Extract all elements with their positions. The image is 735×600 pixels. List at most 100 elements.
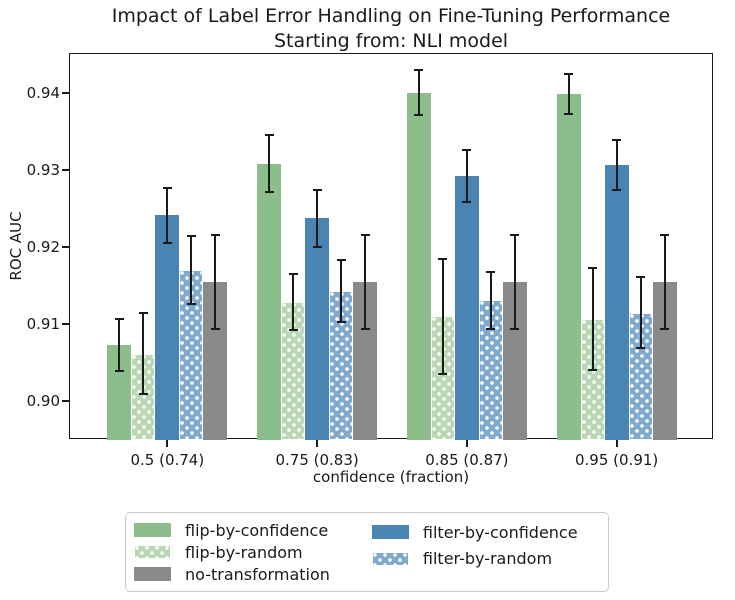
error-bar-cap-bottom: [612, 188, 622, 191]
error-bar-cap-top: [264, 134, 274, 137]
error-bar-cap-top: [564, 73, 574, 76]
error-bar-cap-bottom: [438, 372, 448, 375]
error-bar-no-transformation: [663, 234, 666, 329]
error-bar-cap-bottom: [660, 327, 670, 330]
bar-flip-by-confidence: [556, 94, 581, 440]
error-bar-flip-by-random: [142, 312, 145, 395]
y-tick-mark: [61, 168, 69, 171]
error-bar-filter-by-random: [340, 260, 343, 322]
error-bar-cap-bottom: [264, 191, 274, 194]
x-axis-label: confidence (fraction): [312, 468, 470, 486]
legend-swatch-filter-by-confidence: [371, 525, 409, 540]
error-bar-cap-bottom: [186, 303, 196, 306]
error-bar-cap-top: [588, 266, 598, 269]
bar-flip-by-random: [580, 318, 605, 440]
x-tick-label: 0.95 (0.91): [575, 451, 659, 469]
legend-label-filter-by-confidence: filter-by-confidence: [422, 522, 578, 542]
legend-swatch-flip-by-random: [134, 545, 171, 559]
error-bar-flip-by-confidence: [417, 70, 420, 115]
y-tick-label: 0.91: [26, 315, 60, 334]
error-bar-cap-top: [360, 233, 370, 236]
error-bar-flip-by-random: [591, 267, 594, 370]
bar-filter-by-confidence: [604, 165, 629, 440]
y-tick-mark: [61, 400, 69, 403]
error-bar-cap-top: [636, 276, 646, 279]
legend-label-flip-by-confidence: flip-by-confidence: [185, 520, 329, 540]
error-bar-cap-top: [162, 186, 172, 189]
error-bar-cap-top: [312, 188, 322, 191]
error-bar-flip-by-random: [441, 259, 444, 374]
x-tick-mark: [166, 440, 169, 447]
legend-swatch-no-transformation: [134, 567, 171, 581]
error-bar-cap-bottom: [414, 113, 424, 116]
error-bar-cap-top: [138, 311, 148, 314]
x-tick-mark: [465, 440, 468, 447]
x-tick-label: 0.5 (0.74): [130, 451, 205, 469]
error-bar-filter-by-random: [489, 271, 492, 329]
error-bar-cap-top: [288, 273, 298, 276]
error-bar-cap-bottom: [288, 328, 298, 331]
legend-column: flip-by-confidence flip-by-random no-trans…: [134, 519, 330, 585]
plot-area: 0.90 0.91 0.92 0.93 0.94 0.5 (0.74) 0.75 (0.83…: [27, 53, 713, 469]
legend-label-flip-by-random: flip-by-random: [185, 542, 303, 562]
error-bar-cap-top: [510, 233, 520, 236]
error-bar-cap-top: [210, 233, 220, 236]
legend-item-flip-by-confidence: flip-by-confidence: [134, 519, 330, 541]
y-tick-label: 0.94: [26, 83, 60, 102]
legend-column: filter-by-confidence filter-by-random: [371, 519, 578, 585]
y-tick-mark: [61, 323, 69, 326]
error-bar-cap-top: [438, 258, 448, 261]
error-bar-cap-bottom: [114, 370, 124, 373]
error-bar-cap-bottom: [162, 242, 172, 245]
legend: flip-by-confidence flip-by-random no-trans…: [125, 512, 609, 592]
error-bar-cap-bottom: [564, 113, 574, 116]
error-bar-flip-by-confidence: [268, 135, 271, 193]
error-bar-cap-bottom: [312, 246, 322, 248]
legend-label-no-transformation: no-transformation: [185, 564, 330, 584]
bar-flip-by-confidence: [406, 92, 431, 440]
bar-flip-by-random: [281, 301, 306, 440]
error-bar-cap-bottom: [588, 368, 598, 371]
error-bar-filter-by-confidence: [615, 140, 618, 190]
error-bar-cap-bottom: [510, 327, 520, 330]
error-bar-filter-by-random: [190, 236, 193, 305]
y-tick-label: 0.92: [26, 238, 60, 256]
bar-flip-by-confidence: [257, 163, 282, 440]
error-bar-flip-by-confidence: [567, 74, 570, 115]
bar-filter-by-confidence: [155, 215, 180, 440]
legend-item-filter-by-confidence: filter-by-confidence: [371, 519, 578, 546]
error-bar-filter-by-confidence: [465, 149, 468, 203]
error-bar-cap-top: [186, 235, 196, 238]
legend-label-filter-by-random: filter-by-random: [422, 549, 553, 569]
x-tick-label: 0.75 (0.83): [275, 451, 359, 469]
error-bar-filter-by-random: [639, 277, 642, 349]
x-tick-mark: [316, 440, 319, 447]
error-bar-no-transformation: [513, 234, 516, 329]
chart-title: Impact of Label Error Handling on Fine-T…: [111, 5, 671, 27]
error-bar-cap-bottom: [486, 327, 496, 330]
error-bar-cap-bottom: [210, 327, 220, 330]
bar-flip-by-random: [430, 316, 455, 440]
error-bar-filter-by-confidence: [316, 189, 319, 247]
error-bar-cap-top: [114, 317, 124, 320]
error-bar-cap-bottom: [336, 320, 346, 323]
error-bar-filter-by-confidence: [166, 187, 169, 244]
chart-title-block: Impact of Label Error Handling on Fine-T…: [47, 4, 735, 54]
legend-swatch-flip-by-confidence: [134, 523, 171, 537]
error-bar-cap-top: [486, 270, 496, 273]
y-tick-mark: [61, 91, 69, 94]
y-tick-mark: [61, 246, 69, 248]
x-tick-mark: [615, 440, 618, 447]
error-bar-cap-top: [612, 139, 622, 142]
error-bar-cap-top: [414, 69, 424, 72]
error-bar-flip-by-random: [292, 274, 295, 330]
error-bar-cap-bottom: [462, 201, 472, 204]
legend-swatch-filter-by-random: [371, 551, 409, 566]
chart-subtitle: Starting from: NLI model: [273, 30, 509, 52]
legend-item-no-transformation: no-transformation: [134, 563, 330, 585]
legend-item-flip-by-random: flip-by-random: [134, 541, 330, 563]
error-bar-cap-bottom: [360, 327, 370, 330]
error-bar-cap-bottom: [636, 347, 646, 350]
error-bar-cap-top: [336, 259, 346, 262]
